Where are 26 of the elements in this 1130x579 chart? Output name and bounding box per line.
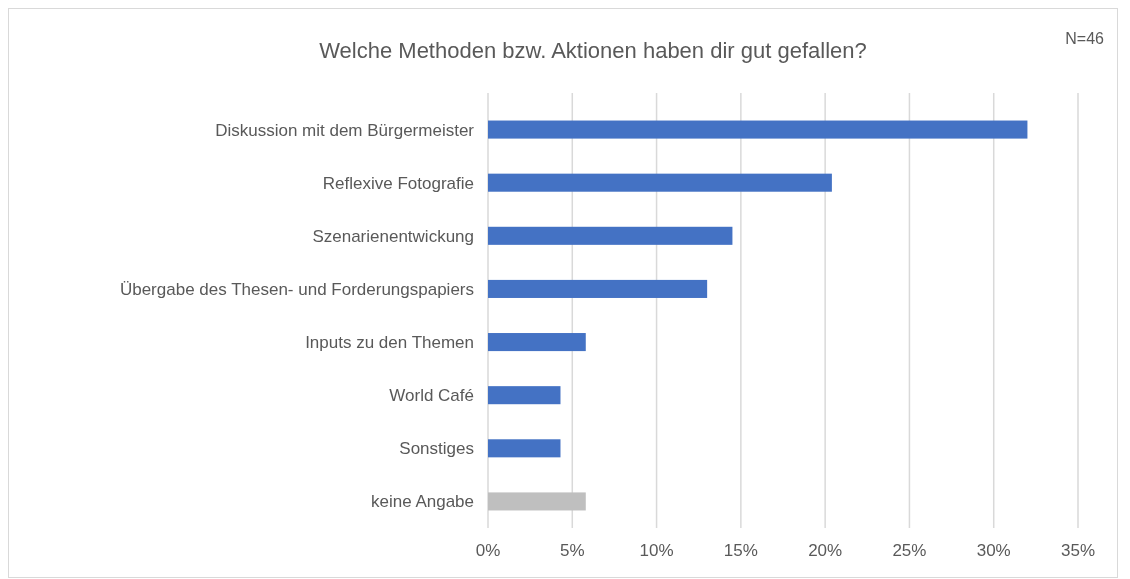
chart-title: Welche Methoden bzw. Aktionen haben dir gut gefallen? <box>319 38 867 63</box>
bar <box>488 173 832 192</box>
x-tick-label: 5% <box>560 541 585 560</box>
x-tick-label: 30% <box>976 541 1011 560</box>
x-tick-label: 15% <box>723 541 758 560</box>
bar <box>488 439 561 458</box>
x-tick-label: 35% <box>1060 541 1096 560</box>
bar <box>488 279 708 298</box>
x-tick-label: 25% <box>892 541 927 560</box>
y-tick-label: Diskussion mit dem Bürgermeister <box>215 120 475 140</box>
bar <box>488 226 733 245</box>
y-tick-label: World Café <box>389 386 474 406</box>
bar <box>488 386 561 405</box>
bar <box>488 120 1028 139</box>
bar <box>488 492 586 511</box>
y-tick-label: Inputs zu den Themen <box>305 333 474 353</box>
y-tick-label: keine Angabe <box>370 492 474 512</box>
bar <box>488 333 586 352</box>
x-tick-label: 0% <box>475 541 501 560</box>
y-tick-label: Sonstiges <box>399 439 474 459</box>
x-tick-label: 10% <box>639 541 674 560</box>
y-tick-label: Szenarienentwickung <box>312 226 474 246</box>
x-tick-label: 20% <box>808 541 843 560</box>
y-tick-label: Reflexive Fotografie <box>322 173 474 193</box>
y-tick-label: Übergabe des Thesen- und Forderungspapiers <box>119 279 474 299</box>
text: N=46 <box>1065 30 1105 47</box>
